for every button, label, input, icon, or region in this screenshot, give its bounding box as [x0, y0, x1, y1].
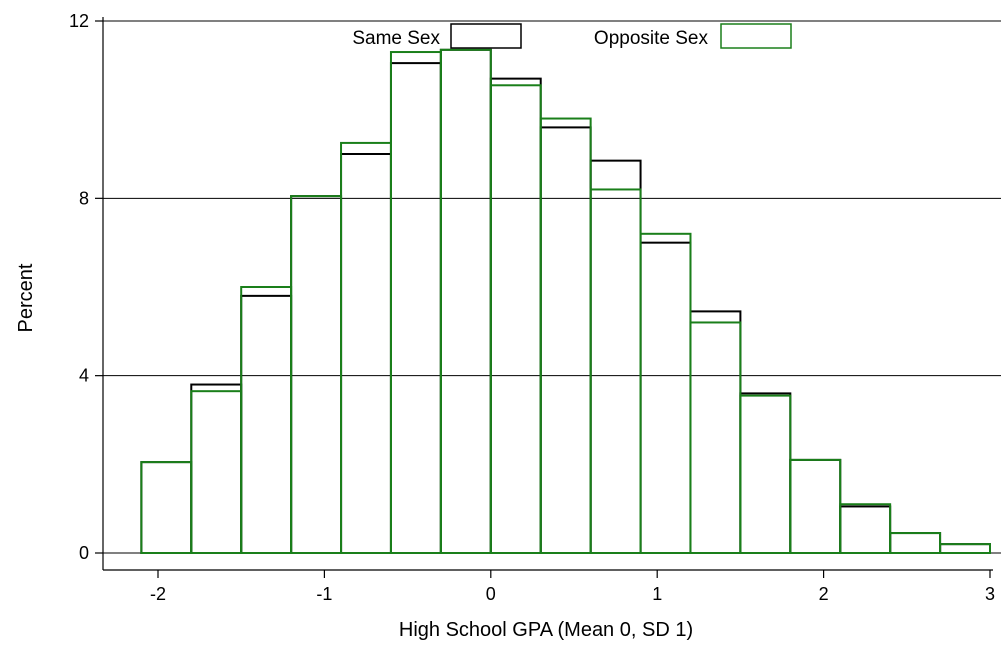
y-tick-label: 0 [79, 543, 89, 563]
bar-opposite-sex [489, 84, 542, 555]
series-same-sex-bars [140, 48, 992, 555]
legend-label-opposite-sex: Opposite Sex [594, 28, 709, 49]
y-axis-title: Percent [15, 263, 37, 332]
bar-opposite-sex [539, 117, 592, 555]
bar-opposite-sex [639, 232, 692, 555]
legend-swatch-opposite-sex [720, 23, 792, 49]
x-tick-label: 2 [819, 584, 829, 604]
bar-same-sex [739, 392, 792, 554]
bar-opposite-sex [389, 51, 442, 555]
bar-same-sex [839, 505, 892, 555]
bar-same-sex [340, 153, 392, 554]
bar-same-sex [489, 77, 542, 554]
bar-opposite-sex [190, 390, 243, 554]
bar-opposite-sex [240, 286, 293, 554]
bar-opposite-sex [739, 394, 792, 554]
series-opposite-sex-bars [140, 48, 992, 555]
bar-same-sex [439, 48, 492, 554]
x-tick-label: 3 [985, 584, 995, 604]
bar-opposite-sex [439, 48, 492, 554]
bar-same-sex [140, 461, 193, 554]
legend-label-same-sex: Same Sex [352, 28, 440, 49]
bar-same-sex [190, 383, 243, 554]
x-tick-label: 1 [652, 584, 662, 604]
y-tick-label: 8 [79, 188, 89, 208]
bar-opposite-sex [589, 188, 642, 554]
y-tick-label: 12 [69, 11, 89, 31]
legend-swatch-same-sex [450, 23, 522, 49]
bar-opposite-sex [290, 195, 343, 554]
bar-same-sex [889, 532, 942, 554]
bar-same-sex [639, 241, 692, 555]
x-axis-title: High School GPA (Mean 0, SD 1) [399, 619, 693, 641]
bar-same-sex [589, 159, 642, 554]
axes [95, 17, 993, 578]
bar-same-sex [389, 62, 442, 554]
x-tick-label: -2 [150, 584, 166, 604]
bar-same-sex [939, 543, 992, 555]
bar-opposite-sex [889, 532, 942, 554]
bar-opposite-sex [340, 141, 392, 555]
grid-lines [103, 20, 1001, 554]
bar-opposite-sex [839, 503, 892, 555]
bar-opposite-sex [689, 321, 742, 555]
bar-opposite-sex [939, 543, 992, 555]
legend: Same Sex Opposite Sex [352, 23, 792, 49]
x-tick-label: 0 [486, 584, 496, 604]
bar-same-sex [240, 294, 293, 554]
bar-same-sex [789, 458, 842, 554]
bar-opposite-sex [789, 458, 842, 554]
bar-opposite-sex [140, 461, 193, 554]
bar-same-sex [290, 195, 343, 554]
x-tick-label: -1 [316, 584, 332, 604]
bar-same-sex [689, 310, 742, 554]
y-tick-label: 4 [79, 366, 89, 386]
bar-same-sex [539, 126, 592, 555]
